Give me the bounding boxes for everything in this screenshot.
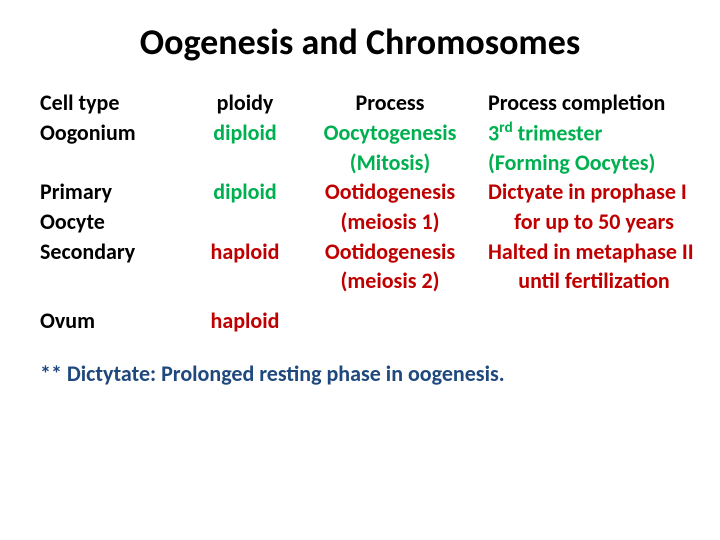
- cell-secondary: Secondary: [40, 237, 190, 267]
- cell-primary-l1: Primary: [40, 177, 190, 207]
- oogenesis-table: Cell type ploidy Process Process complet…: [40, 88, 680, 336]
- slide-title: Oogenesis and Chromosomes: [40, 20, 680, 64]
- completion-oogonium-l1: 3rd trimester: [480, 118, 700, 148]
- completion-oogonium-post: trimester: [513, 119, 603, 146]
- ploidy-blank-3: [190, 266, 300, 296]
- header-ploidy: ploidy: [190, 88, 300, 118]
- completion-oogonium-pre: 3: [488, 119, 499, 146]
- completion-oogonium-l2: (Forming Oocytes): [480, 148, 700, 178]
- spacer: [40, 296, 190, 306]
- process-oogonium-l2: (Mitosis): [300, 148, 480, 178]
- ploidy-ovum: haploid: [190, 306, 300, 336]
- ploidy-secondary: haploid: [190, 237, 300, 267]
- completion-oogonium-sup: rd: [499, 118, 513, 137]
- header-completion: Process completion: [480, 88, 700, 118]
- process-primary-l2: (meiosis 1): [300, 207, 480, 237]
- footnote-dictytate: ** Dictytate: Prolonged resting phase in…: [40, 360, 680, 387]
- ploidy-oogonium: diploid: [190, 118, 300, 148]
- process-oogonium-l1: Oocytogenesis: [300, 118, 480, 148]
- slide-container: Oogenesis and Chromosomes Cell type ploi…: [0, 0, 720, 407]
- spacer4: [480, 296, 700, 306]
- process-secondary-l1: Ootidogenesis: [300, 237, 480, 267]
- cell-primary-l2: Oocyte: [40, 207, 190, 237]
- cell-blank-1: [40, 148, 190, 178]
- completion-ovum: [480, 306, 700, 336]
- spacer2: [190, 296, 300, 306]
- cell-ovum: Ovum: [40, 306, 190, 336]
- header-cell-type: Cell type: [40, 88, 190, 118]
- completion-secondary-l2: until fertilization: [480, 266, 700, 296]
- process-secondary-l2: (meiosis 2): [300, 266, 480, 296]
- cell-oogonium: Oogonium: [40, 118, 190, 148]
- process-primary-l1: Ootidogenesis: [300, 177, 480, 207]
- ploidy-blank-2: [190, 207, 300, 237]
- spacer3: [300, 296, 480, 306]
- ploidy-primary: diploid: [190, 177, 300, 207]
- completion-primary-l2: for up to 50 years: [480, 207, 700, 237]
- cell-blank-3: [40, 266, 190, 296]
- process-ovum: [300, 306, 480, 336]
- header-process: Process: [300, 88, 480, 118]
- completion-secondary-l1: Halted in metaphase II: [480, 237, 700, 267]
- completion-primary-l1: Dictyate in prophase I: [480, 177, 700, 207]
- ploidy-blank-1: [190, 148, 300, 178]
